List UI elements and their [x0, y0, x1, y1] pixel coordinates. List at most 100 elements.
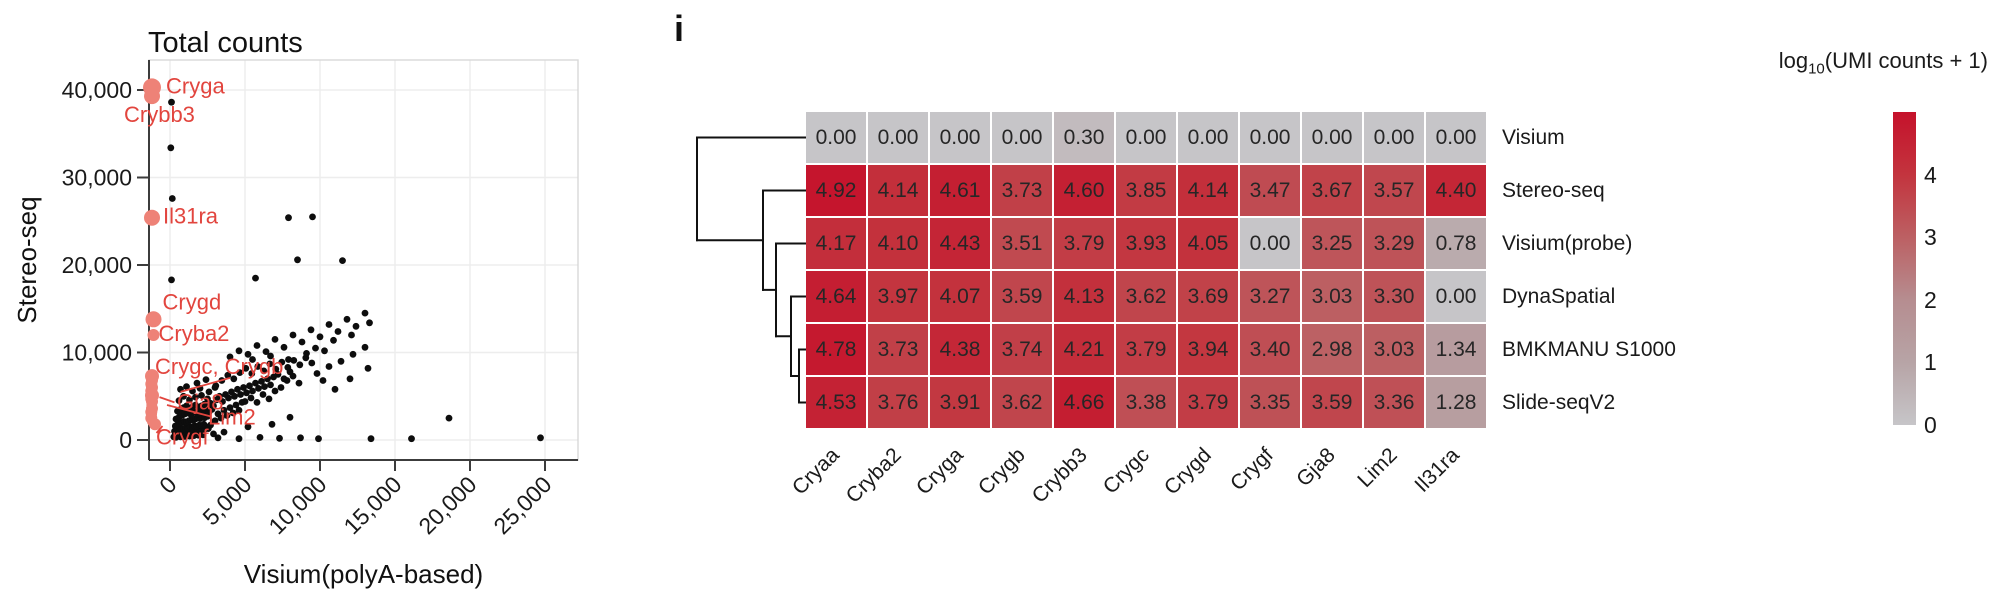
scatter-point: [205, 388, 213, 396]
scatter-point: [230, 375, 238, 383]
scatter-point: [325, 321, 333, 328]
heatmap-cell: 3.76: [868, 377, 928, 428]
gene-label: Il31ra: [163, 204, 219, 229]
scatter-point: [266, 360, 274, 368]
annotation-leader-line: [180, 377, 231, 393]
heatmap-cell: 4.43: [930, 218, 990, 269]
scatter-point: [226, 353, 234, 361]
heatmap-cell: 4.14: [1178, 165, 1238, 216]
gene-label: Cryga: [166, 73, 225, 98]
heatmap-cell: 0.00: [1240, 112, 1300, 163]
scatter-point: [226, 404, 234, 411]
gene-label: Crybb3: [124, 102, 195, 127]
gene-label: Cryba2: [159, 321, 230, 346]
scatter-point: [309, 213, 316, 221]
scatter-point: [249, 356, 256, 363]
scatter-point: [277, 384, 285, 391]
colorbar-tick-label: 1: [1924, 349, 1937, 376]
scatter-point: [313, 370, 321, 377]
scatter-point: [537, 434, 544, 442]
scatter-point: [220, 428, 228, 436]
scatter-point: [366, 319, 373, 327]
heatmap-cell: 3.85: [1116, 165, 1176, 216]
heatmap-cell: 4.40: [1426, 165, 1486, 216]
scatter-point: [212, 382, 220, 390]
scatter-point: [264, 375, 271, 383]
heatmap-cell: 0.78: [1426, 218, 1486, 269]
scatter-point: [192, 393, 199, 401]
scatter-point: [235, 406, 243, 414]
scatter-point: [278, 358, 286, 366]
heatmap-cell: 1.34: [1426, 324, 1486, 375]
y-tick-label: 40,000: [62, 77, 132, 103]
heatmap-cell: 3.30: [1364, 271, 1424, 322]
scatter-point: [352, 322, 360, 330]
scatter-point: [343, 315, 351, 323]
scatter-point: [280, 375, 288, 383]
y-tick-label: 20,000: [62, 252, 132, 278]
heatmap-cell: 0.00: [930, 112, 990, 163]
scatter-point: [298, 338, 306, 346]
scatter-point: [168, 195, 176, 202]
panel-label-i: i: [674, 8, 685, 49]
scatter-point: [285, 356, 292, 363]
scatter-point: [256, 434, 264, 441]
scatter-point: [236, 369, 244, 376]
scatter-point: [231, 392, 238, 400]
scatter-point: [224, 371, 232, 379]
scatter-point: [334, 328, 342, 335]
heatmap-cell: 3.27: [1240, 271, 1300, 322]
heatmap-cell: 3.94: [1178, 324, 1238, 375]
y-axis-label: Stereo-seq: [12, 196, 42, 323]
x-tick-label: 25,000: [488, 471, 556, 539]
scatter-point: [349, 350, 357, 358]
scatter-point: [207, 421, 214, 429]
highlighted-gene-point: [144, 88, 160, 105]
heatmap-cell: 3.29: [1364, 218, 1424, 269]
x-tick-label: 10,000: [263, 471, 331, 539]
heatmap-grid: 0.00 0.00 0.00 0.00 0.30 0.00 0.00 0.00 0.00 0.00…: [806, 112, 1486, 428]
scatter-point: [367, 435, 375, 443]
scatter-point: [183, 383, 190, 390]
x-tick-label: 5,000: [197, 471, 256, 530]
gene-label: Lim2: [208, 404, 256, 429]
scatter-point: [331, 385, 339, 393]
heatmap-row-label: Stereo-seq: [1502, 179, 1605, 202]
scatter-point: [216, 392, 223, 400]
scatter-point: [290, 357, 298, 364]
scatter-point: [337, 357, 345, 365]
scatter-point: [186, 396, 193, 404]
scatter-point: [210, 402, 217, 410]
scatter-point: [316, 333, 324, 341]
heatmap-cell: 3.03: [1302, 271, 1362, 322]
scatter-point: [260, 367, 268, 375]
heatmap-cell: 4.60: [1054, 165, 1114, 216]
scatter-point: [315, 435, 322, 443]
scatter-point: [237, 391, 244, 398]
heatmap-cell: 0.00: [1178, 112, 1238, 163]
heatmap-cell: 4.07: [930, 271, 990, 322]
scatter-point: [445, 414, 453, 422]
scatter-point: [225, 394, 232, 402]
scatter-point: [276, 434, 283, 442]
scatter-point: [223, 412, 231, 419]
scatter-title: Total counts: [148, 27, 303, 59]
heatmap-cell: 4.66: [1054, 377, 1114, 428]
heatmap-cell: 3.69: [1178, 271, 1238, 322]
highlighted-gene-point: [149, 418, 161, 431]
scatter-point: [272, 365, 280, 373]
scatter-point: [243, 389, 250, 397]
heatmap-cell: 4.53: [806, 377, 866, 428]
colorbar-tick-label: 4: [1924, 161, 1937, 188]
heatmap-row-label: Slide-seqV2: [1502, 391, 1616, 414]
heatmap-cell: 3.03: [1364, 324, 1424, 375]
scatter-point: [319, 377, 327, 384]
scatter-point: [294, 256, 301, 264]
scatter-point: [252, 379, 259, 387]
scatter-point: [249, 387, 256, 395]
scatter-point: [285, 214, 292, 222]
heatmap-cell: 0.00: [1240, 218, 1300, 269]
scatter-point: [348, 331, 355, 339]
scatter-point: [312, 344, 319, 352]
